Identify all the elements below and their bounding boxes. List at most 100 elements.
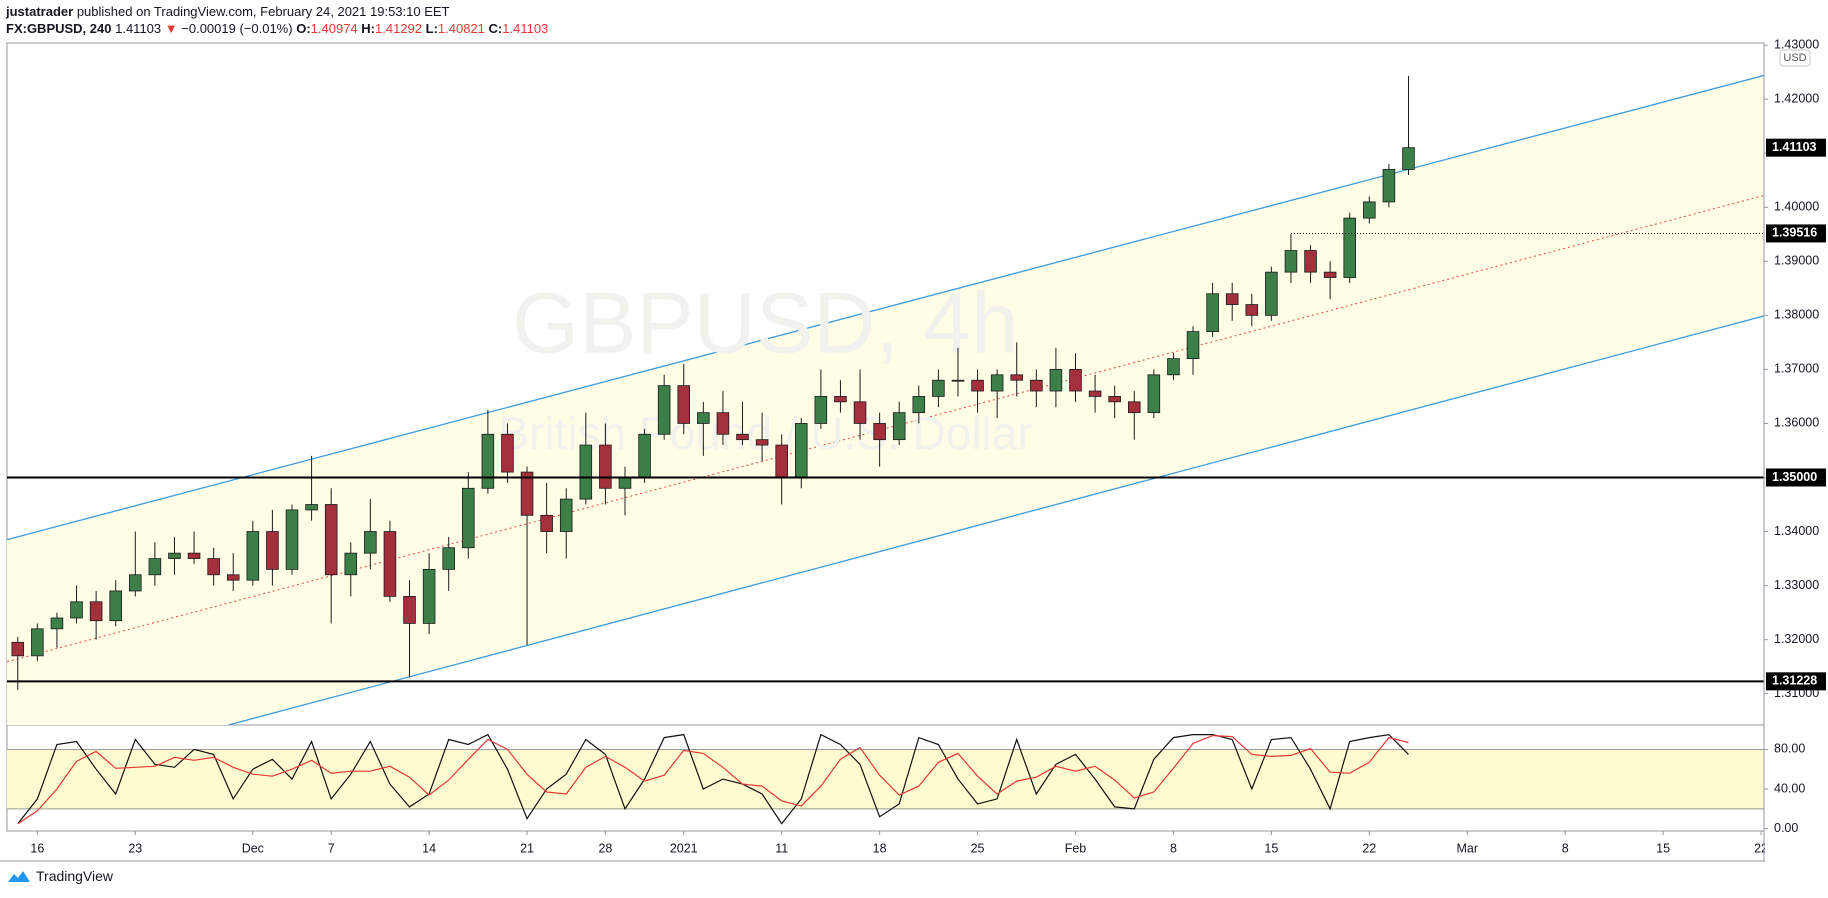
candle-body [1069,369,1082,392]
candle-body [1245,304,1259,316]
y-tick-label: 1.34000 [1774,524,1819,538]
candle-body [579,444,593,500]
y-tick-label: 1.36000 [1774,416,1819,430]
watermark-title: GBPUSD, 4h [512,276,1019,372]
candle-body [89,601,103,622]
candle-body [11,641,25,657]
x-tick-label: 15 [1656,841,1670,855]
candle-body [1088,390,1102,397]
candle-body [755,439,769,446]
candle-body [70,601,83,619]
legend-line: FX:GBPUSD, 240 1.41103 ▼ −0.00019 (−0.01… [6,20,548,37]
x-tick-label: 14 [422,841,436,855]
x-tick-label: 22 [1362,841,1376,855]
candle-body [1010,374,1024,381]
candle-body [364,531,377,554]
candle-body [873,423,886,441]
candle-body [226,574,240,581]
y-tick-label: 1.32000 [1774,632,1819,646]
candle-body [736,433,749,441]
candle-body [1265,271,1278,316]
candle-body [1363,201,1376,219]
candle-body [1304,250,1317,273]
candle-body [422,568,436,624]
y-tick-label: 0.00 [1774,821,1798,835]
ohlc-value: 1.41103 [502,21,549,36]
y-tick-label: 1.37000 [1774,362,1819,376]
candle-body [599,444,612,489]
candle-body [1030,379,1043,392]
y-tick-label: 1.38000 [1774,308,1819,322]
x-tick-label: 8 [1562,841,1569,855]
candle-body [618,477,632,489]
candle-body [246,531,260,581]
candle-body [1284,250,1298,273]
x-tick-label: 7 [328,841,335,855]
candle-body [50,617,64,630]
candle-body [559,498,573,532]
change: −0.00019 (−0.01%) [181,21,293,36]
footer: TradingView [6,868,113,884]
x-tick-label: 15 [1264,841,1278,855]
candle-body [794,423,808,478]
candle-body [168,552,181,559]
candle-body [442,547,455,570]
author: justatrader [6,4,74,19]
ohlc-key: H: [361,21,375,36]
candle-body [892,412,906,441]
candle-body [540,514,553,532]
x-tick-label: 16 [30,841,44,855]
ohlc-key: L: [425,21,438,36]
candle-body [1186,331,1200,360]
price-label: 1.35000 [1772,470,1817,484]
x-tick-label: 22 [1754,841,1768,855]
y-tick-label: 1.33000 [1774,578,1819,592]
x-tick-label: Mar [1456,841,1478,855]
candle-body [971,379,984,392]
candle-body [187,552,201,559]
candle-body [1108,396,1121,403]
x-tick-label: 2021 [670,841,698,855]
publish-line: justatrader published on TradingView.com… [6,3,548,20]
candle-body [129,574,142,592]
watermark-subtitle: British Pound / U.S. Dollar [498,407,1032,459]
candle-body [207,558,220,576]
labels-layer: 1.35000 1.31228 1.39516 1.41103 USD [1763,43,1828,862]
pane1-layer [7,733,1764,825]
channel-upper [7,74,1764,541]
candle-body [31,628,44,657]
ohlc-value: 1.41292 [375,21,422,36]
ohlc-key: O: [296,21,311,36]
candle-body [697,412,710,424]
x-tick-label: 25 [971,841,985,855]
band [7,749,1764,809]
candle-body [148,558,162,576]
candle-body [305,504,318,511]
candle-body [1147,374,1161,414]
last-price-box [1766,138,1826,157]
candle-body [775,444,788,478]
candle-body [912,396,926,414]
price-label-box [1766,672,1826,691]
candle-body [481,433,495,489]
candle-body [1382,169,1396,203]
price-label: 1.31228 [1772,674,1817,688]
ohlc-value: 1.40821 [437,21,485,36]
oscillator-line [17,733,1409,825]
x-tick-label: 8 [1170,841,1177,855]
candle-body [677,385,691,424]
y-tick-label: 1.39000 [1774,254,1819,268]
candle-body [657,385,671,435]
candle-body [520,471,534,516]
candle-body [932,379,945,397]
candle-body [1402,147,1415,170]
candle-body [1323,271,1337,278]
candle-body [266,531,279,570]
candle-body [383,531,397,597]
candle-body [834,396,847,403]
header: justatrader published on TradingView.com… [6,3,548,37]
candle-body [853,401,867,424]
candle-body [344,552,358,576]
logo [8,871,30,882]
ohlc-key: C: [488,21,503,36]
